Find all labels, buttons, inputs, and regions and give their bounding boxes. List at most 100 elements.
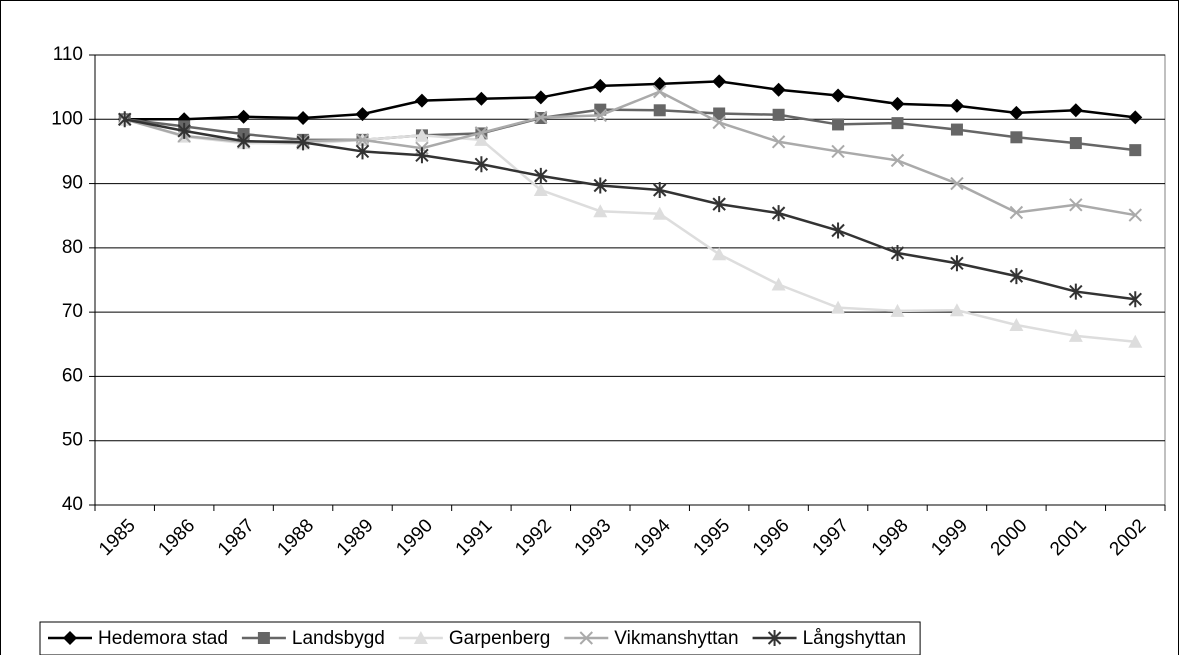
- marker: [413, 631, 428, 644]
- marker: [1068, 328, 1083, 342]
- marker: [593, 177, 607, 194]
- series: [117, 74, 1143, 127]
- series: [118, 103, 1142, 157]
- marker: [891, 117, 904, 130]
- marker: [118, 111, 132, 128]
- y-tick-label: 110: [53, 44, 83, 65]
- marker: [949, 303, 964, 317]
- series-line: [124, 108, 1136, 152]
- plot-area: [94, 54, 1166, 506]
- marker: [534, 167, 548, 184]
- marker: [534, 110, 548, 125]
- marker: [712, 74, 727, 89]
- marker: [1009, 205, 1024, 220]
- marker: [1129, 144, 1142, 157]
- legend-label: Landsbygd: [292, 628, 385, 649]
- marker: [355, 107, 370, 122]
- x-tick-label: 2000: [987, 515, 1032, 560]
- x-tick-label: 1995: [690, 515, 735, 560]
- x-tick-label: 1987: [214, 515, 259, 560]
- marker: [771, 205, 786, 222]
- marker: [890, 153, 905, 168]
- x-tick-label: 1989: [333, 515, 378, 560]
- marker: [474, 91, 489, 106]
- marker: [890, 96, 905, 111]
- marker: [593, 78, 608, 93]
- marker: [831, 222, 845, 239]
- marker: [236, 133, 251, 150]
- x-tick-label: 1996: [749, 515, 794, 560]
- marker: [831, 300, 846, 314]
- marker: [257, 632, 270, 644]
- marker: [653, 182, 667, 198]
- x-tick-label: 1991: [452, 515, 497, 560]
- marker: [1009, 268, 1024, 285]
- marker: [474, 132, 489, 146]
- marker: [771, 277, 786, 291]
- y-tick-label: 60: [62, 365, 83, 386]
- marker: [890, 245, 905, 261]
- y-tick-label: 80: [62, 237, 83, 258]
- marker: [1128, 291, 1142, 308]
- series-line: [124, 80, 1136, 121]
- x-tick-label: 2002: [1106, 515, 1151, 560]
- marker: [474, 126, 489, 140]
- marker: [1128, 208, 1142, 222]
- marker: [652, 206, 667, 220]
- y-tick-label: 50: [62, 430, 83, 451]
- marker: [1128, 334, 1143, 348]
- x-tick-label: 1998: [868, 515, 913, 560]
- x-tick-label: 1990: [392, 515, 437, 560]
- marker: [1069, 137, 1082, 150]
- x-tick-label: 1988: [273, 515, 318, 560]
- marker: [296, 134, 310, 151]
- x-tick-label: 2001: [1046, 515, 1091, 560]
- marker: [177, 122, 191, 139]
- marker: [1069, 283, 1083, 300]
- y-tick-label: 100: [51, 108, 83, 129]
- marker: [949, 98, 964, 113]
- marker: [712, 196, 726, 213]
- series-line: [124, 118, 1136, 343]
- marker: [414, 128, 429, 142]
- marker: [296, 111, 311, 125]
- marker: [950, 176, 964, 191]
- x-tick-label: 1985: [95, 515, 140, 560]
- marker: [355, 143, 370, 160]
- y-tick-label: 40: [62, 494, 83, 515]
- marker: [1068, 103, 1083, 118]
- marker: [772, 108, 785, 121]
- legend: Hedemora stad Landsbygd Garpenberg Vikmansh…: [39, 621, 921, 655]
- x-tick-label: 1986: [155, 515, 200, 560]
- marker: [1128, 110, 1143, 125]
- marker: [832, 118, 845, 131]
- series-line: [124, 118, 1136, 301]
- marker: [533, 90, 548, 105]
- x-tick-label: 1999: [927, 515, 972, 560]
- marker: [593, 108, 607, 123]
- marker: [1010, 131, 1023, 144]
- marker: [767, 630, 782, 646]
- marker: [771, 135, 786, 149]
- marker: [414, 93, 429, 108]
- marker: [653, 104, 666, 117]
- x-tick-label: 1993: [571, 515, 616, 560]
- marker: [890, 303, 905, 317]
- marker: [593, 204, 608, 218]
- marker: [1009, 318, 1024, 331]
- x-tick-label: 1994: [630, 515, 675, 560]
- marker: [712, 247, 727, 261]
- marker: [653, 84, 667, 99]
- y-tick-label: 70: [62, 301, 83, 322]
- marker: [652, 76, 667, 91]
- series: [118, 84, 1142, 222]
- marker: [63, 631, 77, 645]
- marker: [1009, 105, 1024, 120]
- legend-label: Garpenberg: [449, 628, 550, 649]
- legend-label: Vikmanshyttan: [614, 628, 738, 649]
- marker: [950, 255, 964, 272]
- x-tick-label: 1997: [808, 515, 853, 560]
- marker: [771, 82, 786, 97]
